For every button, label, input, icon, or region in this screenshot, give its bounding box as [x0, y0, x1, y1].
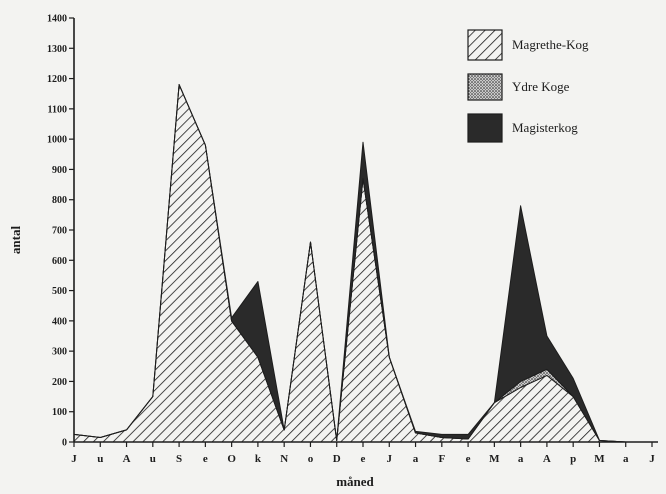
x-tick-label: M — [489, 453, 500, 465]
legend-swatch-ydre-koge — [467, 73, 503, 101]
legend-swatch-magisterkog — [467, 113, 503, 143]
x-tick-label: a — [518, 453, 524, 465]
x-tick-label: J — [649, 453, 655, 465]
y-tick-label: 700 — [52, 226, 67, 237]
y-tick-label: 1000 — [47, 135, 67, 146]
x-tick-label: u — [97, 453, 103, 465]
x-tick-label: F — [438, 453, 445, 465]
x-tick-label: e — [466, 453, 471, 465]
x-tick-label: J — [71, 453, 77, 465]
x-tick-label: k — [255, 453, 262, 465]
y-tick-label: 300 — [52, 347, 67, 358]
x-tick-label: N — [280, 453, 288, 465]
y-tick-label: 0 — [62, 438, 67, 449]
legend-label-magisterkog: Magisterkog — [512, 120, 578, 135]
y-tick-label: 1400 — [47, 14, 67, 25]
y-tick-label: 1100 — [48, 104, 67, 115]
y-tick-label: 900 — [52, 165, 67, 176]
y-tick-label: 800 — [52, 195, 67, 206]
y-tick-label: 400 — [52, 316, 67, 327]
x-tick-label: a — [623, 453, 629, 465]
legend-label-magrethe-kog: Magrethe-Kog — [512, 37, 589, 52]
x-tick-label: A — [123, 453, 131, 465]
x-tick-label: u — [150, 453, 156, 465]
y-tick-label: 600 — [52, 256, 67, 267]
y-axis-title: antal — [8, 226, 23, 255]
x-tick-label: A — [543, 453, 551, 465]
y-tick-label: 1300 — [47, 44, 67, 55]
x-tick-label: O — [227, 453, 236, 465]
x-tick-label: J — [387, 453, 393, 465]
legend: Magrethe-Kog Ydre Koge Magisterkog — [467, 29, 589, 143]
x-axis-title: måned — [336, 474, 374, 489]
x-tick-label: a — [413, 453, 419, 465]
x-tick-label: e — [361, 453, 366, 465]
x-tick-label: e — [203, 453, 208, 465]
x-tick-label: D — [333, 453, 341, 465]
x-tick-label: M — [594, 453, 605, 465]
y-tick-label: 1200 — [47, 74, 67, 85]
x-tick-label: p — [570, 453, 576, 465]
legend-label-ydre-koge: Ydre Koge — [512, 79, 570, 94]
area-series-group — [73, 84, 653, 443]
y-axis-ticks: 0 100 200 300 400 500 600 700 800 900 1000 1100 1200… — [47, 14, 74, 449]
x-tick-label: o — [308, 453, 314, 465]
y-tick-label: 200 — [52, 377, 67, 388]
y-tick-label: 100 — [52, 407, 67, 418]
y-tick-label: 500 — [52, 286, 67, 297]
legend-swatch-magrethe-kog — [467, 29, 503, 61]
x-tick-label: S — [176, 453, 182, 465]
